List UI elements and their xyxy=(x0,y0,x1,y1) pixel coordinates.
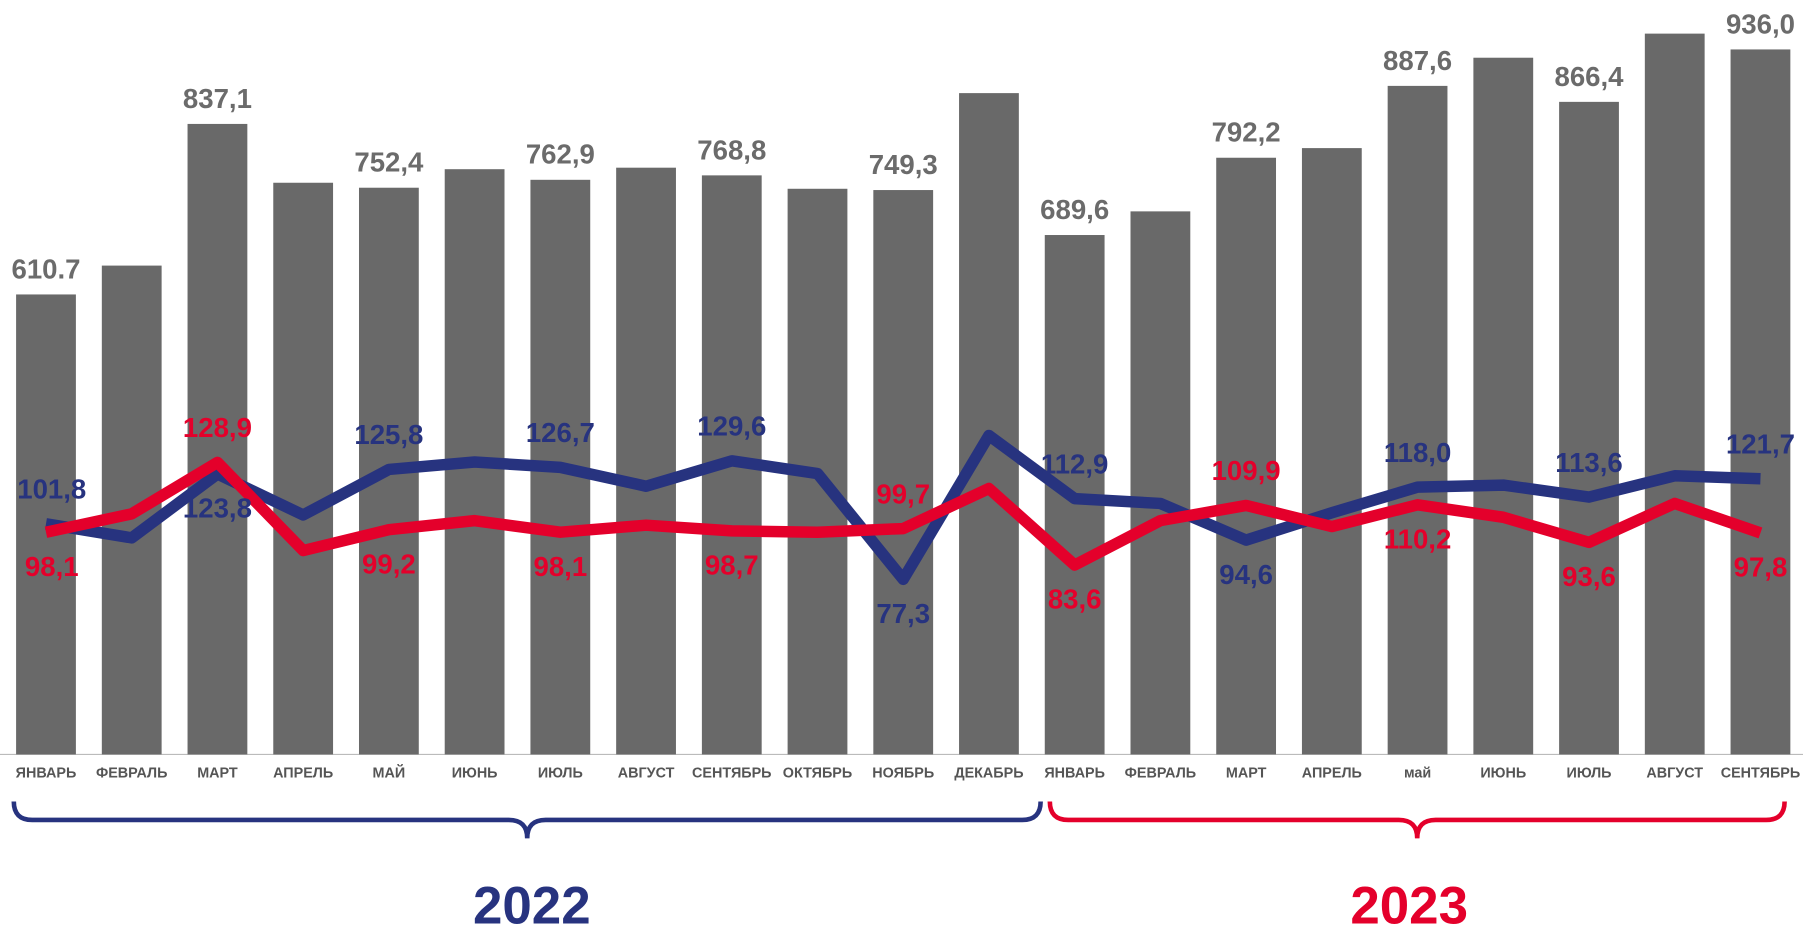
line-value-label: 98,1 xyxy=(533,551,587,582)
bar xyxy=(1216,157,1277,755)
x-tick-label: СЕНТЯБРЬ xyxy=(1721,765,1800,781)
line-value-label: 97,8 xyxy=(1734,552,1788,583)
x-tick-label: ЯНВАРЬ xyxy=(1044,765,1105,781)
x-tick-label: ИЮНЬ xyxy=(452,765,498,781)
line-value-label: 113,6 xyxy=(1555,447,1623,478)
line-value-label: 112,9 xyxy=(1041,448,1109,479)
bar xyxy=(1730,49,1791,755)
bar-value-label: 610.7 xyxy=(11,253,80,284)
line-value-label: 129,6 xyxy=(697,411,766,442)
bar-value-label: 749,3 xyxy=(869,149,938,180)
line-value-label: 93,6 xyxy=(1562,561,1616,592)
line-value-label: 101,8 xyxy=(17,474,86,505)
bar-value-label: 936,0 xyxy=(1726,8,1795,39)
line-value-label: 121,7 xyxy=(1726,428,1795,459)
x-tick-label: АПРЕЛЬ xyxy=(1302,765,1362,781)
x-tick-label: ДЕКАБРЬ xyxy=(954,765,1023,781)
x-tick-label: ФЕВРАЛЬ xyxy=(1125,765,1196,781)
bar xyxy=(1644,33,1705,755)
group-label: 2022 xyxy=(473,876,591,927)
line-value-label: 99,7 xyxy=(876,478,930,509)
bar-value-label: 866,4 xyxy=(1555,61,1625,92)
x-tick-label: ОКТЯБРЬ xyxy=(783,765,852,781)
line-value-label: 99,2 xyxy=(362,548,416,579)
x-tick-label: ФЕВРАЛЬ xyxy=(96,765,167,781)
bar xyxy=(1473,57,1534,755)
x-tick-label: ЯНВАРЬ xyxy=(16,765,77,781)
bar xyxy=(1130,211,1191,755)
x-tick-label: АПРЕЛЬ xyxy=(273,765,333,781)
line-value-label: 94,6 xyxy=(1219,559,1273,590)
line-value-label: 125,8 xyxy=(354,419,423,450)
line-value-label: 126,7 xyxy=(526,417,595,448)
x-tick-label: ИЮЛЬ xyxy=(538,765,583,781)
bar-value-label: 837,1 xyxy=(183,83,252,114)
x-tick-label: ИЮЛЬ xyxy=(1567,765,1612,781)
group-brace xyxy=(11,801,1043,839)
x-tick-label: АВГУСТ xyxy=(1646,765,1703,781)
group-brace xyxy=(1047,801,1787,839)
bar xyxy=(273,182,334,755)
bar xyxy=(1301,148,1362,755)
x-tick-label: май xyxy=(1404,765,1431,781)
bar-value-label: 768,8 xyxy=(697,134,766,165)
line-value-label: 98,7 xyxy=(705,550,759,581)
line xyxy=(45,429,1761,586)
bar xyxy=(959,93,1019,755)
bar-value-label: 689,6 xyxy=(1040,194,1109,225)
x-tick-label: СЕНТЯБРЬ xyxy=(692,765,771,781)
x-tick-label: МАРТ xyxy=(197,765,238,781)
line-value-label: 128,9 xyxy=(183,412,252,443)
bar xyxy=(873,190,934,755)
bar xyxy=(616,167,676,755)
line-value-label: 83,6 xyxy=(1048,584,1102,615)
bar-value-label: 887,6 xyxy=(1383,45,1452,76)
bar-value-label: 752,4 xyxy=(354,147,424,178)
line-value-label: 77,3 xyxy=(876,598,930,629)
x-tick-label: ИЮНЬ xyxy=(1480,765,1526,781)
line xyxy=(44,456,1763,571)
group-label: 2023 xyxy=(1350,876,1468,927)
line-value-label: 123,8 xyxy=(183,493,252,524)
x-tick-label: АВГУСТ xyxy=(618,765,675,781)
bar xyxy=(187,123,248,755)
bar xyxy=(1387,85,1448,755)
line-value-label: 109,9 xyxy=(1212,455,1281,486)
line-value-label: 118,0 xyxy=(1384,437,1451,468)
x-tick-label: МАЙ xyxy=(373,763,406,781)
line-value-label: 110,2 xyxy=(1384,523,1451,554)
x-tick-label: НОЯБРЬ xyxy=(872,765,934,781)
bar-value-label: 792,2 xyxy=(1212,117,1281,148)
x-tick-label: МАРТ xyxy=(1226,765,1267,781)
bar-value-label: 762,9 xyxy=(526,139,595,170)
bar xyxy=(1559,101,1619,755)
line-value-label: 98,1 xyxy=(25,551,79,582)
